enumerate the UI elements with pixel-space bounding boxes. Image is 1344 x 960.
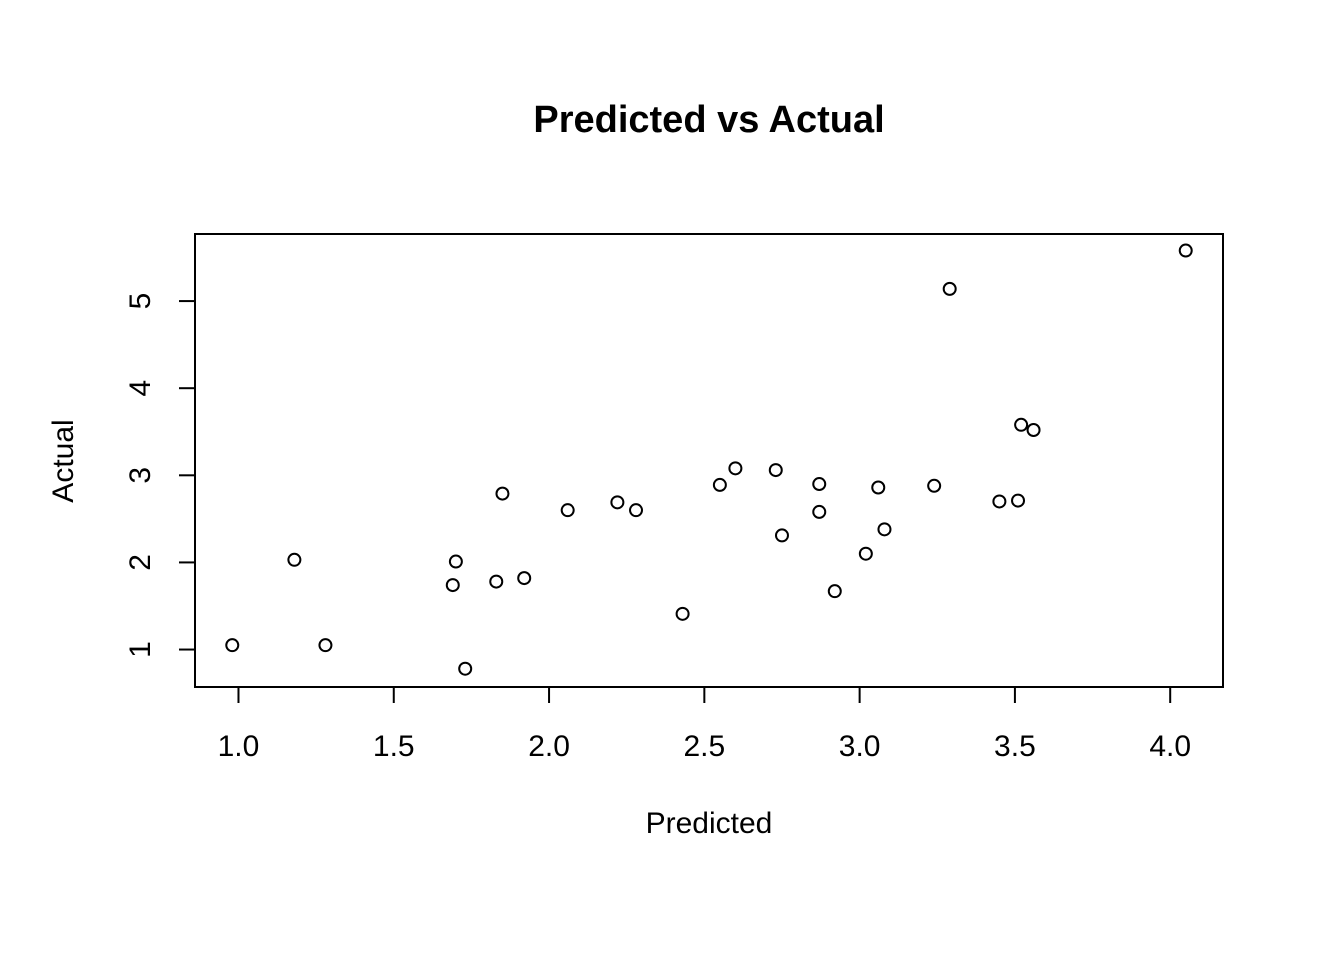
scatter-point: [927, 478, 942, 493]
scatter-point: [877, 522, 892, 537]
scatter-point: [1178, 243, 1193, 258]
scatter-point: [675, 606, 690, 621]
x-tick-label: 4.0: [1149, 730, 1191, 763]
plot-frame: [194, 233, 1224, 688]
scatter-point: [1011, 493, 1026, 508]
scatter-point: [712, 477, 727, 492]
scatter-point: [517, 571, 532, 586]
scatter-point: [560, 503, 575, 518]
scatter-point: [489, 574, 504, 589]
x-tick-label: 3.5: [994, 730, 1036, 763]
x-axis: 1.0 1.5 2.0 2.5 3.0 3.5 4.0: [218, 686, 1191, 763]
scatter-point: [318, 638, 333, 653]
scatter-point: [992, 494, 1007, 509]
scatter-point: [827, 584, 842, 599]
y-tick-label: 4: [124, 380, 157, 397]
scatter-point: [445, 578, 460, 593]
y-axis-title: Actual: [47, 419, 80, 502]
scatter-point: [812, 477, 827, 492]
scatter-point: [871, 480, 886, 495]
scatter-point: [768, 463, 783, 478]
data-points: [225, 243, 1193, 676]
y-tick-label: 1: [124, 641, 157, 658]
scatter-point: [774, 528, 789, 543]
x-tick-label: 1.0: [218, 730, 260, 763]
y-axis: 1 2 3 4 5: [124, 293, 196, 658]
chart-title: Predicted vs Actual: [533, 99, 884, 141]
scatter-point: [942, 281, 957, 296]
scatter-point: [728, 461, 743, 476]
x-tick-label: 3.0: [839, 730, 881, 763]
y-tick-label: 5: [124, 293, 157, 310]
scatter-point: [812, 504, 827, 519]
x-axis-title: Predicted: [646, 807, 773, 840]
scatter-point: [610, 495, 625, 510]
y-tick-label: 3: [124, 467, 157, 484]
scatter-point: [1014, 417, 1029, 432]
scatter-point: [225, 638, 240, 653]
scatter-point: [495, 486, 510, 501]
x-tick-label: 2.5: [683, 730, 725, 763]
scatter-point: [1026, 423, 1041, 438]
x-tick-label: 2.0: [528, 730, 570, 763]
scatter-point: [287, 552, 302, 567]
scatter-point: [629, 503, 644, 518]
y-tick-label: 2: [124, 554, 157, 571]
scatter-point: [448, 554, 463, 569]
x-tick-label: 1.5: [373, 730, 415, 763]
scatter-point: [458, 661, 473, 676]
scatter-point: [858, 546, 873, 561]
